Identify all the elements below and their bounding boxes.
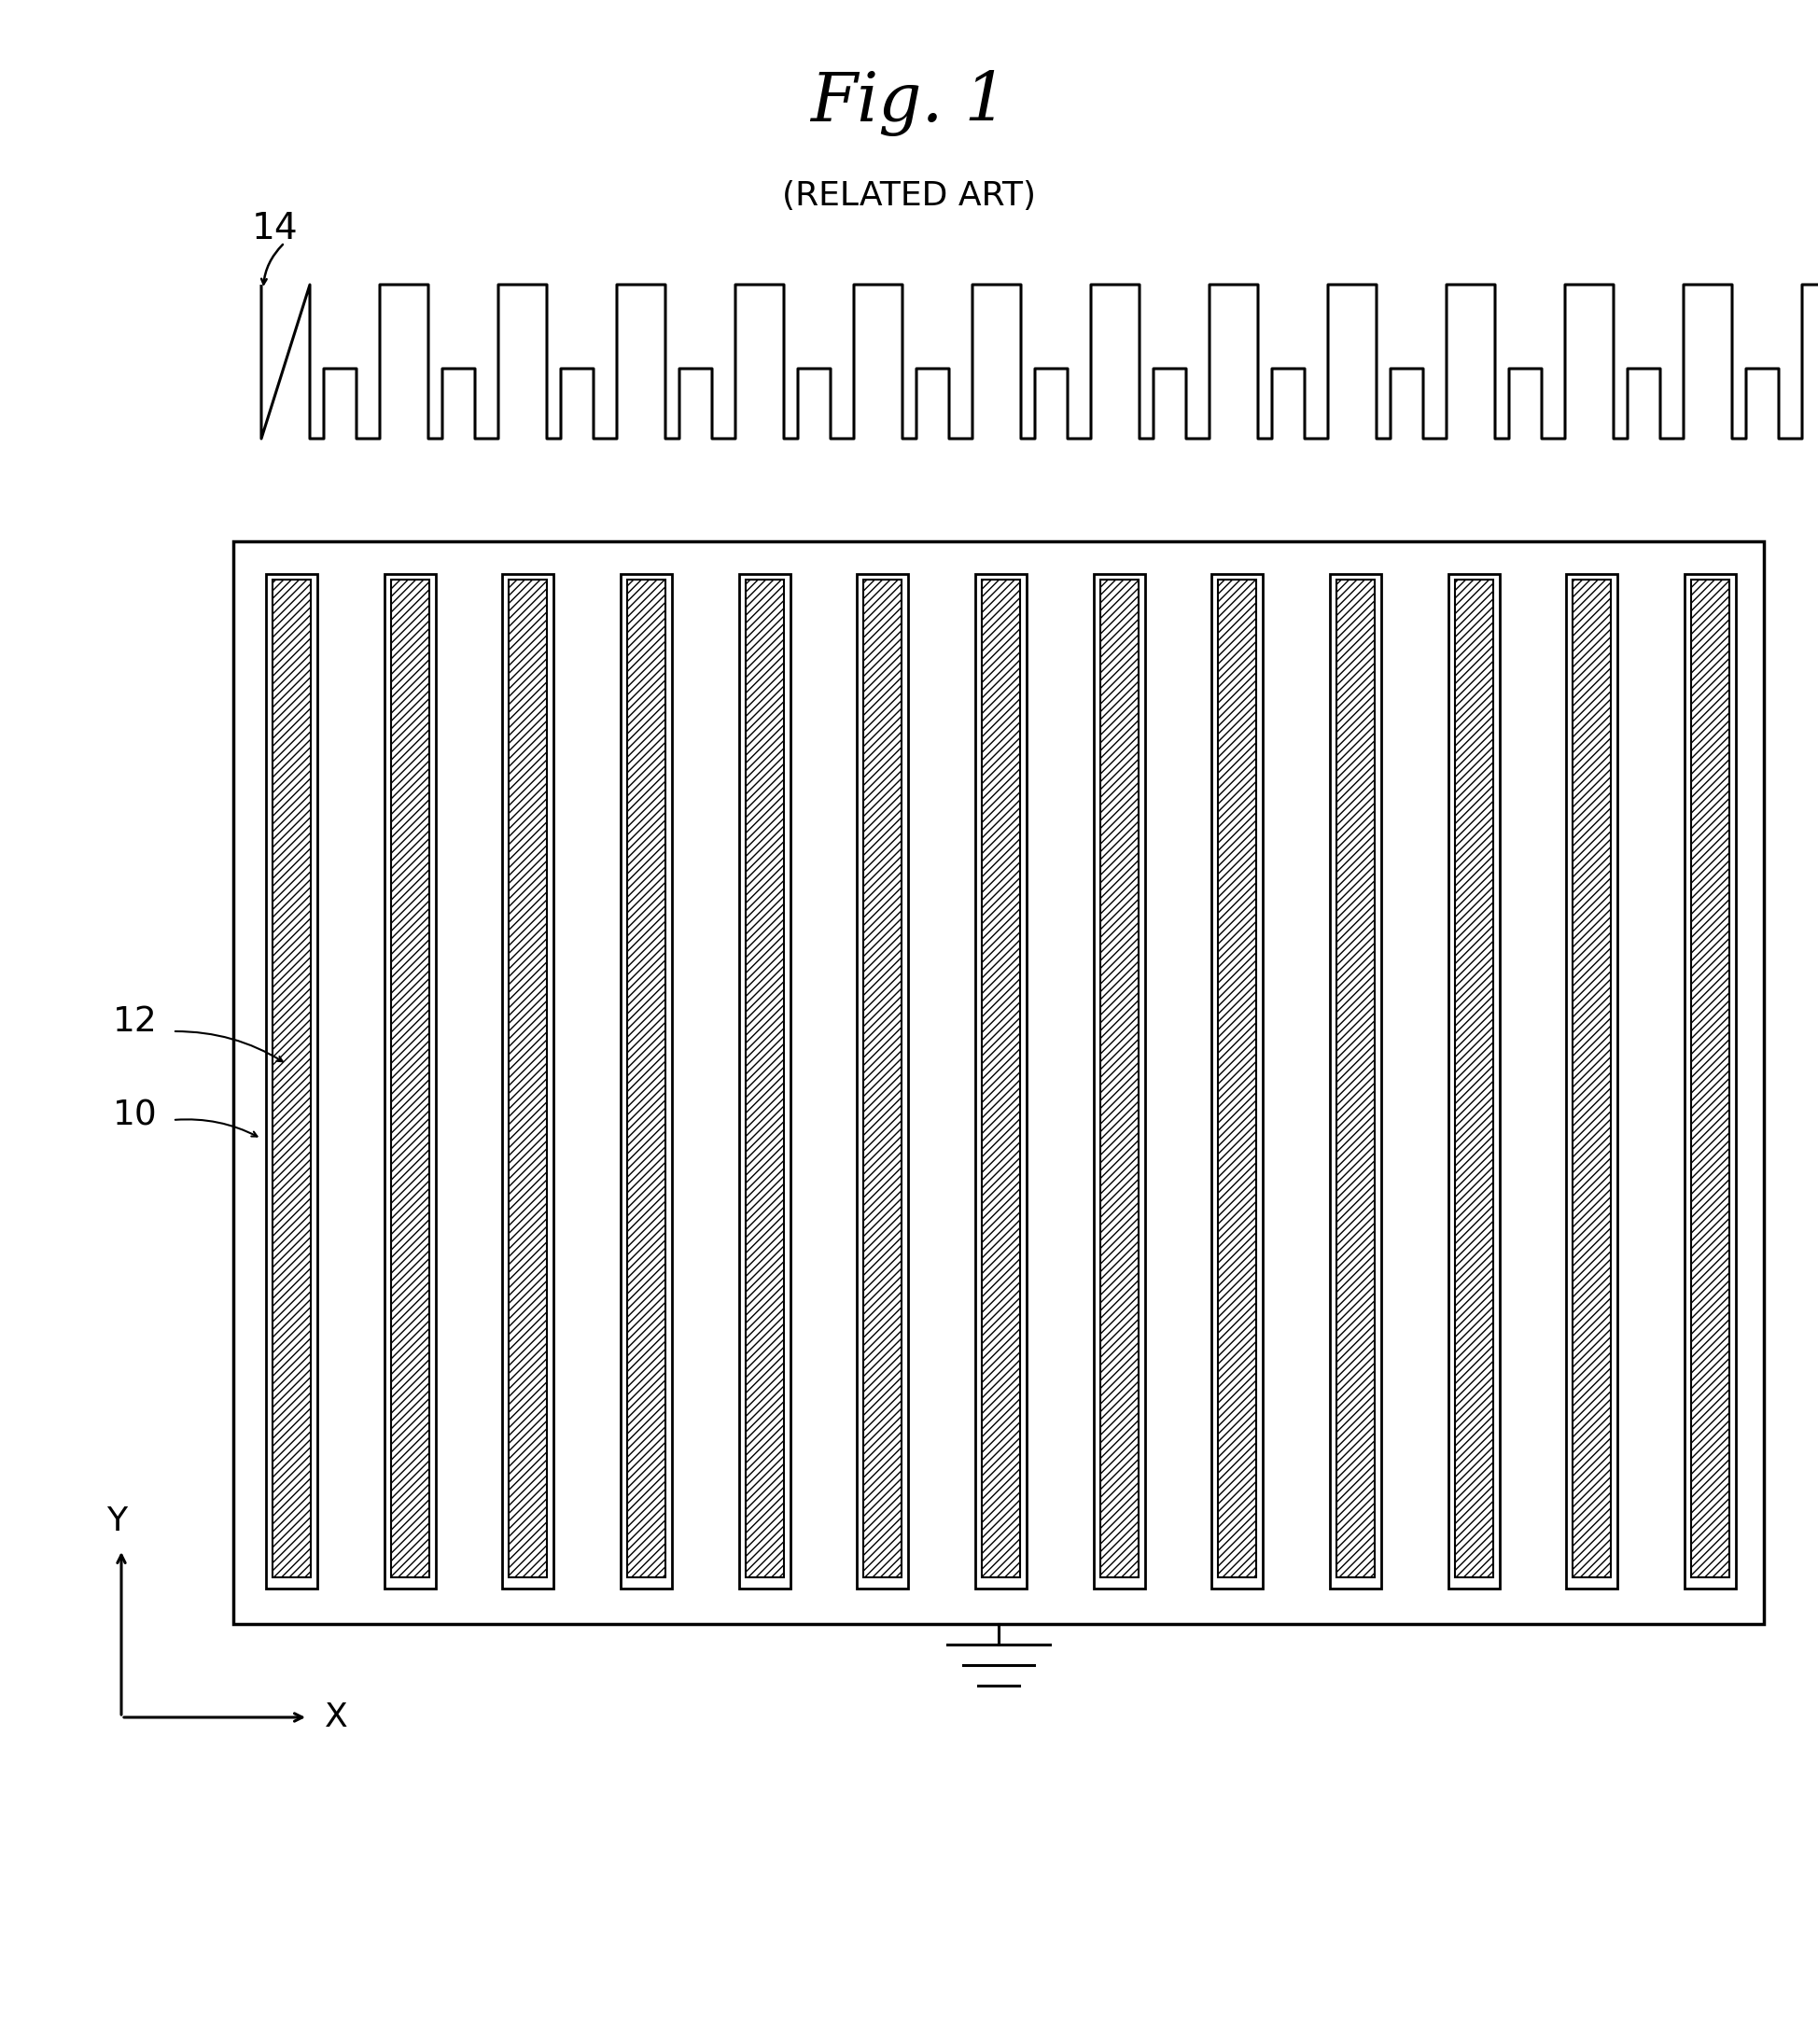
Bar <box>1218 578 1256 1578</box>
Bar <box>1093 574 1145 1588</box>
Bar <box>1336 578 1374 1578</box>
Bar <box>1449 574 1500 1588</box>
Text: 12: 12 <box>113 1006 158 1038</box>
Text: Fig. 1: Fig. 1 <box>811 69 1007 135</box>
Bar <box>391 578 429 1578</box>
Bar <box>265 574 318 1588</box>
Bar <box>864 578 902 1578</box>
Text: X: X <box>324 1701 347 1733</box>
Bar <box>1100 578 1138 1578</box>
Bar <box>974 574 1027 1588</box>
Bar <box>982 578 1020 1578</box>
Bar <box>1573 578 1611 1578</box>
Text: (RELATED ART): (RELATED ART) <box>782 180 1036 213</box>
Bar <box>1331 574 1382 1588</box>
Bar <box>273 578 311 1578</box>
Bar <box>1691 578 1729 1578</box>
Bar <box>1567 574 1618 1588</box>
Text: Y: Y <box>105 1506 127 1537</box>
Bar <box>1685 574 1736 1588</box>
Bar <box>1211 574 1264 1588</box>
Bar <box>502 574 554 1588</box>
Bar <box>856 574 909 1588</box>
Text: 10: 10 <box>113 1098 158 1132</box>
Bar <box>738 574 791 1588</box>
Bar <box>627 578 665 1578</box>
Text: 14: 14 <box>253 211 298 247</box>
Bar <box>745 578 784 1578</box>
Bar <box>233 542 1763 1625</box>
Bar <box>620 574 673 1588</box>
Bar <box>384 574 436 1588</box>
Bar <box>509 578 547 1578</box>
Bar <box>1454 578 1493 1578</box>
